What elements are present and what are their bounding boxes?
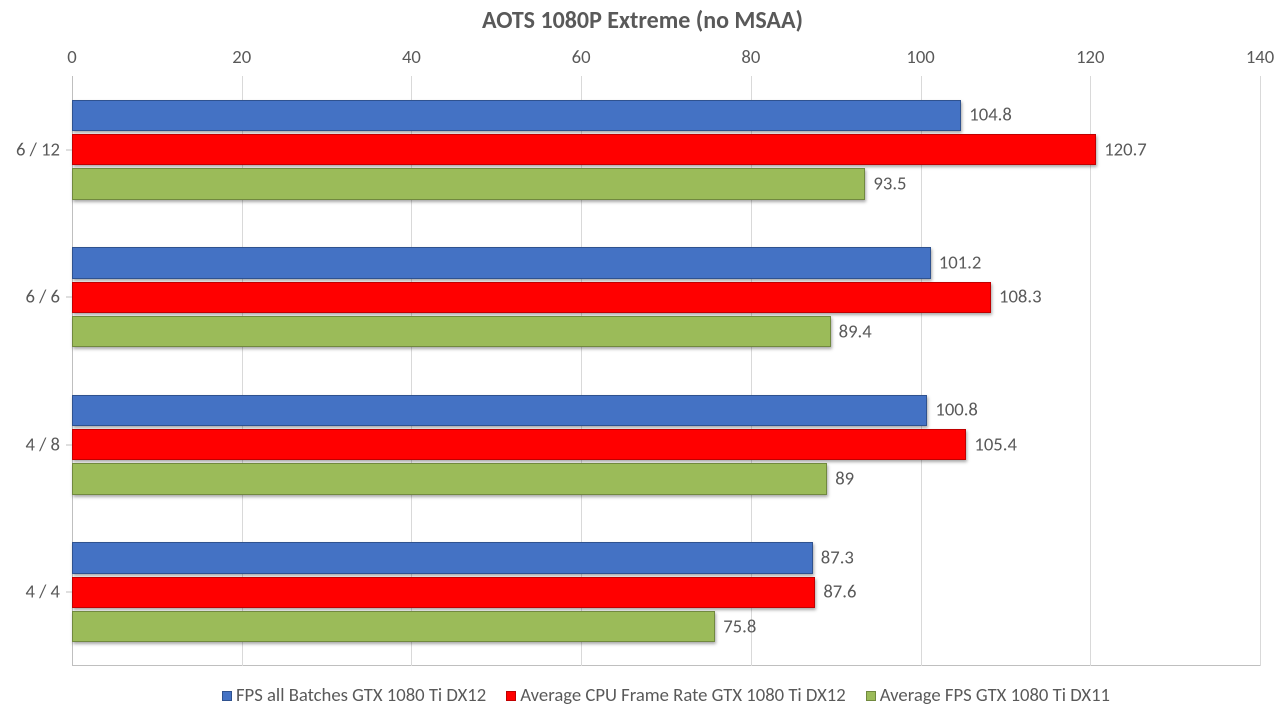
chart-title: AOTS 1080P Extreme (no MSAA) [0,6,1285,35]
data-label: 75.8 [723,615,756,638]
legend-item: Average CPU Frame Rate GTX 1080 Ti DX12 [506,684,846,707]
y-tick-mark [66,592,72,593]
data-label: 104.8 [969,104,1012,127]
bar [72,100,961,131]
bar [72,542,813,573]
bar [72,611,715,642]
bar [72,247,931,278]
legend-label: Average FPS GTX 1080 Ti DX11 [880,684,1110,707]
y-category-label: 6 / 6 [25,286,60,309]
bar [72,282,991,313]
legend-swatch [506,691,516,701]
data-label: 93.5 [873,173,906,196]
x-tick-label: 80 [741,46,760,69]
y-category-label: 6 / 12 [16,138,60,161]
legend-item: FPS all Batches GTX 1080 Ti DX12 [222,684,486,707]
x-tick-label: 60 [572,46,591,69]
bar [72,577,815,608]
x-tick-label: 120 [1076,46,1104,69]
x-tick-label: 20 [232,46,251,69]
data-label: 108.3 [999,286,1042,309]
data-label: 101.2 [939,251,982,274]
bar [72,316,831,347]
legend-item: Average FPS GTX 1080 Ti DX11 [866,684,1110,707]
gridline [1260,76,1261,666]
legend-label: FPS all Batches GTX 1080 Ti DX12 [236,684,486,707]
data-label: 89 [835,468,854,491]
bar [72,463,827,494]
data-label: 105.4 [974,433,1017,456]
bar [72,134,1096,165]
y-category-label: 4 / 4 [25,581,60,604]
y-category-label: 4 / 8 [25,433,60,456]
data-label: 87.3 [821,546,854,569]
legend-swatch [866,691,876,701]
y-tick-mark [66,297,72,298]
data-label: 89.4 [839,320,872,343]
y-tick-mark [66,149,72,150]
legend: FPS all Batches GTX 1080 Ti DX12 Average … [72,684,1260,707]
bar [72,395,927,426]
x-tick-label: 140 [1246,46,1274,69]
x-tick-label: 0 [67,46,76,69]
bar [72,168,865,199]
benchmark-chart: AOTS 1080P Extreme (no MSAA) 0 20 40 60 80 10… [0,0,1285,722]
data-label: 120.7 [1104,138,1147,161]
x-tick-label: 100 [906,46,934,69]
data-label: 87.6 [823,581,856,604]
legend-label: Average CPU Frame Rate GTX 1080 Ti DX12 [520,684,846,707]
y-tick-mark [66,444,72,445]
bar [72,429,966,460]
x-tick-label: 40 [402,46,421,69]
data-label: 100.8 [935,399,978,422]
plot-area: 020406080100120140104.8120.793.5101.2108… [72,76,1260,666]
legend-swatch [222,691,232,701]
x-axis-line [72,665,1260,666]
